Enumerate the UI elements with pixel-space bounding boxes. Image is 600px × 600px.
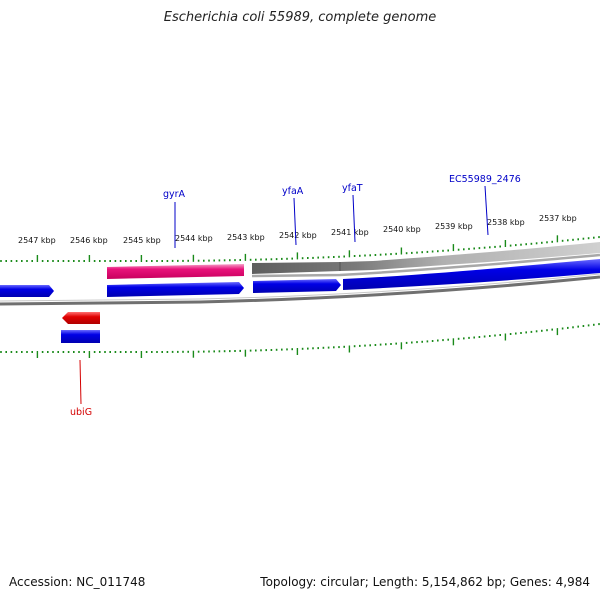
kbp-label: 2543 kbp <box>227 233 265 242</box>
accession-line: Accession: NC_011748 <box>9 575 145 589</box>
outer-tick-row <box>0 235 600 262</box>
topology-value: circular <box>320 575 365 589</box>
map-title: Escherichia coli 55989, complete genome <box>163 10 437 25</box>
EC55989_2476-connector <box>484 185 489 236</box>
ubiG-connector <box>79 359 82 405</box>
kbp-label: 2537 kbp <box>539 214 577 223</box>
gene-label-gyrA[interactable]: gyrA <box>163 189 186 200</box>
genome-summary-line: Topology: circular; Length: 5,154,862 bp… <box>260 575 590 589</box>
kbp-label: 2540 kbp <box>383 225 421 234</box>
kbp-label: 2545 kbp <box>123 236 161 245</box>
kbp-scale: 2547 kbp 2546 kbp 2545 kbp 2544 kbp 2543… <box>18 214 577 245</box>
top-backbone-line <box>251 253 600 278</box>
length-value: 5,154,862 bp <box>421 575 502 589</box>
cds-yfaT-long[interactable] <box>343 259 600 290</box>
inner-tick-row <box>0 323 600 358</box>
gyrA-gene-block[interactable] <box>107 264 244 279</box>
accession-value: NC_011748 <box>76 575 146 589</box>
gene-label-yfaA[interactable]: yfaA <box>282 186 304 197</box>
gene-label-ubiG[interactable]: ubiG <box>70 407 92 418</box>
main-backbone <box>0 275 600 306</box>
cds-left-edge[interactable] <box>0 285 54 297</box>
kbp-label: 2542 kbp <box>279 231 317 240</box>
yfaT-connector <box>352 194 356 243</box>
cds-yfaA[interactable] <box>253 279 341 293</box>
yfaA-connector <box>293 197 297 246</box>
topology-label: Topology: <box>260 575 317 589</box>
kbp-label: 2547 kbp <box>18 236 56 245</box>
gene-label-yfaT[interactable]: yfaT <box>342 183 363 194</box>
kbp-label: 2539 kbp <box>435 222 473 231</box>
ubiG-gene-block[interactable] <box>62 312 100 324</box>
length-label: Length: <box>372 575 419 589</box>
kbp-label: 2546 kbp <box>70 236 108 245</box>
cds-gyrA[interactable] <box>107 282 244 297</box>
kbp-label: 2538 kbp <box>487 218 525 227</box>
accession-label: Accession: <box>9 575 73 589</box>
kbp-label: 2541 kbp <box>331 228 369 237</box>
gray-gene-band[interactable] <box>252 242 600 274</box>
gene-label-EC55989_2476[interactable]: EC55989_2476 <box>449 174 521 185</box>
kbp-label: 2544 kbp <box>175 234 213 243</box>
ubiG-cds-block[interactable] <box>61 330 100 343</box>
genes-value: 4,984 <box>555 575 590 589</box>
genes-label: Genes: <box>509 575 552 589</box>
backbone-highlight <box>0 273 600 302</box>
